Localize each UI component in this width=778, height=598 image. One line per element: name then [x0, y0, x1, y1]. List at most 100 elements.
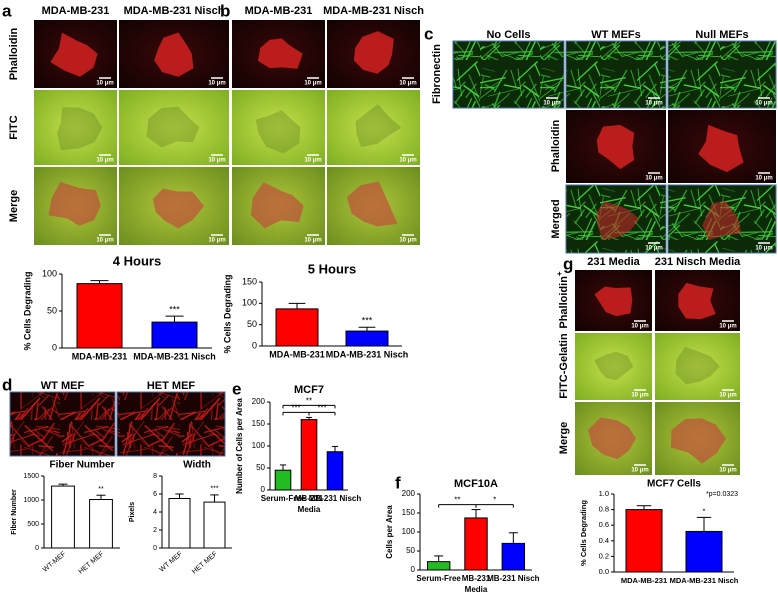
micrograph — [34, 90, 117, 165]
cell — [255, 110, 301, 154]
y-tick-label: 150 — [242, 276, 257, 286]
x-tick-label: MDA-MB-231 — [269, 349, 325, 359]
row-label: FITC — [8, 115, 20, 139]
cell — [250, 182, 304, 229]
significance-label: *** — [169, 305, 180, 315]
column-header: 231 Media — [587, 256, 640, 268]
y-tick-label: 2 — [153, 527, 157, 534]
cell — [670, 418, 727, 464]
y-tick-label: 6 — [153, 491, 157, 498]
scale-bar-label: 10 μm — [719, 468, 736, 474]
chart-title: MCF10A — [454, 478, 498, 490]
scale-bar-label: 10 μm — [96, 81, 113, 87]
y-tick-label: 100 — [242, 298, 257, 308]
y-tick-label: 0.0 — [599, 567, 609, 576]
y-tick-label: 50 — [47, 305, 57, 315]
y-tick-label: 4 — [153, 509, 157, 516]
superscript: + — [555, 271, 564, 276]
y-axis-label: % Cells Degrading — [22, 271, 32, 350]
bar — [345, 330, 389, 347]
bar — [151, 321, 198, 349]
scale-bar-label: 10 μm — [719, 324, 736, 330]
x-tick-label: Serum-Free — [261, 494, 306, 503]
y-tick-label: 200 — [252, 397, 266, 406]
y-tick-label: 0 — [153, 545, 157, 552]
y-tick-label: 1.0 — [599, 489, 609, 498]
scale-bar-label: 10 μm — [399, 81, 416, 87]
y-tick-label: 50 — [256, 463, 265, 472]
x-axis-label: Media — [298, 505, 321, 514]
cell — [596, 201, 640, 241]
scale-bar-label: 10 μm — [208, 158, 225, 164]
y-axis-label: Number of Cells per Area — [235, 398, 244, 494]
scale-bar-label: 10 μm — [645, 246, 662, 252]
annotation: *p=0.0323 — [706, 491, 738, 498]
y-tick-label: 100 — [252, 441, 266, 450]
column-header: MDA-MB-231 — [42, 5, 110, 17]
chart-title: Fiber Number — [49, 460, 114, 471]
x-tick-label: Serum-Free — [416, 574, 461, 583]
bar — [51, 485, 75, 549]
significance-label: *** — [210, 486, 218, 493]
row-label: Merged — [550, 199, 562, 238]
panel-label: g — [563, 254, 573, 273]
scale-bar-label: 10 μm — [96, 238, 113, 244]
micrograph — [667, 40, 777, 109]
panel-label: c — [424, 24, 433, 43]
scale-bar-label: 10 μm — [208, 238, 225, 244]
y-tick-label: 50 — [247, 319, 257, 329]
cell — [698, 124, 744, 173]
x-tick-label: MDA-MB-231 Nisch — [326, 349, 409, 359]
x-tick-label: MDA-MB-231 — [621, 576, 667, 585]
y-axis-label: % Cells Degrading — [579, 500, 588, 566]
row-label: Fibronectin — [431, 44, 443, 104]
scale-bar-label: 10 μm — [304, 158, 321, 164]
bracket-label: ** — [306, 397, 312, 406]
y-tick-label: 150 — [402, 508, 416, 517]
micrograph — [116, 391, 226, 457]
bar — [501, 542, 526, 571]
significance-label: * — [703, 506, 706, 515]
scale-bar-label: 10 μm — [631, 324, 648, 330]
y-tick-label: 0 — [252, 340, 257, 350]
micrograph — [119, 90, 229, 165]
cell — [355, 103, 402, 148]
y-axis-label: Fiber Number — [11, 489, 18, 535]
y-tick-label: 0 — [261, 485, 266, 494]
bar — [89, 499, 113, 549]
scale-bar-label: 10 μm — [399, 158, 416, 164]
cell — [146, 106, 200, 148]
row-label: Merge — [8, 190, 20, 222]
bar — [464, 517, 488, 571]
y-tick-label: 200 — [402, 489, 416, 498]
row-label: Phalloidin+ — [555, 271, 570, 329]
bar — [275, 308, 319, 347]
cell — [50, 32, 98, 77]
chart-title: 5 Hours — [308, 261, 356, 276]
bar — [168, 498, 191, 549]
panel-label: e — [232, 379, 241, 398]
x-tick-label: MB-231 Nisch — [487, 574, 540, 583]
y-tick-label: 1000 — [23, 497, 39, 504]
chart-title: MCF7 — [294, 384, 324, 396]
chart-title: Width — [183, 460, 211, 471]
bracket-label: * — [493, 496, 496, 505]
scale-bar-label: 10 μm — [631, 393, 648, 399]
column-header: Null MEFs — [695, 29, 748, 41]
panel-label: b — [220, 1, 230, 20]
column-header: WT MEF — [41, 380, 85, 392]
panel-label: a — [2, 1, 12, 20]
bar — [426, 561, 451, 571]
scale-bar-label: 10 μm — [96, 158, 113, 164]
micrograph — [452, 40, 565, 109]
column-header: MDA-MB-231 Nisch — [124, 5, 225, 17]
y-tick-label: 100 — [402, 527, 416, 536]
y-tick-label: 150 — [252, 419, 266, 428]
x-axis-label: Media — [465, 585, 488, 594]
micrograph — [232, 90, 325, 165]
bracket-label: *** — [291, 404, 300, 413]
cell — [596, 124, 635, 170]
x-tick-label: MB-231 — [295, 494, 324, 503]
cell — [594, 351, 634, 381]
y-axis-label: Cells per Area — [385, 505, 394, 559]
